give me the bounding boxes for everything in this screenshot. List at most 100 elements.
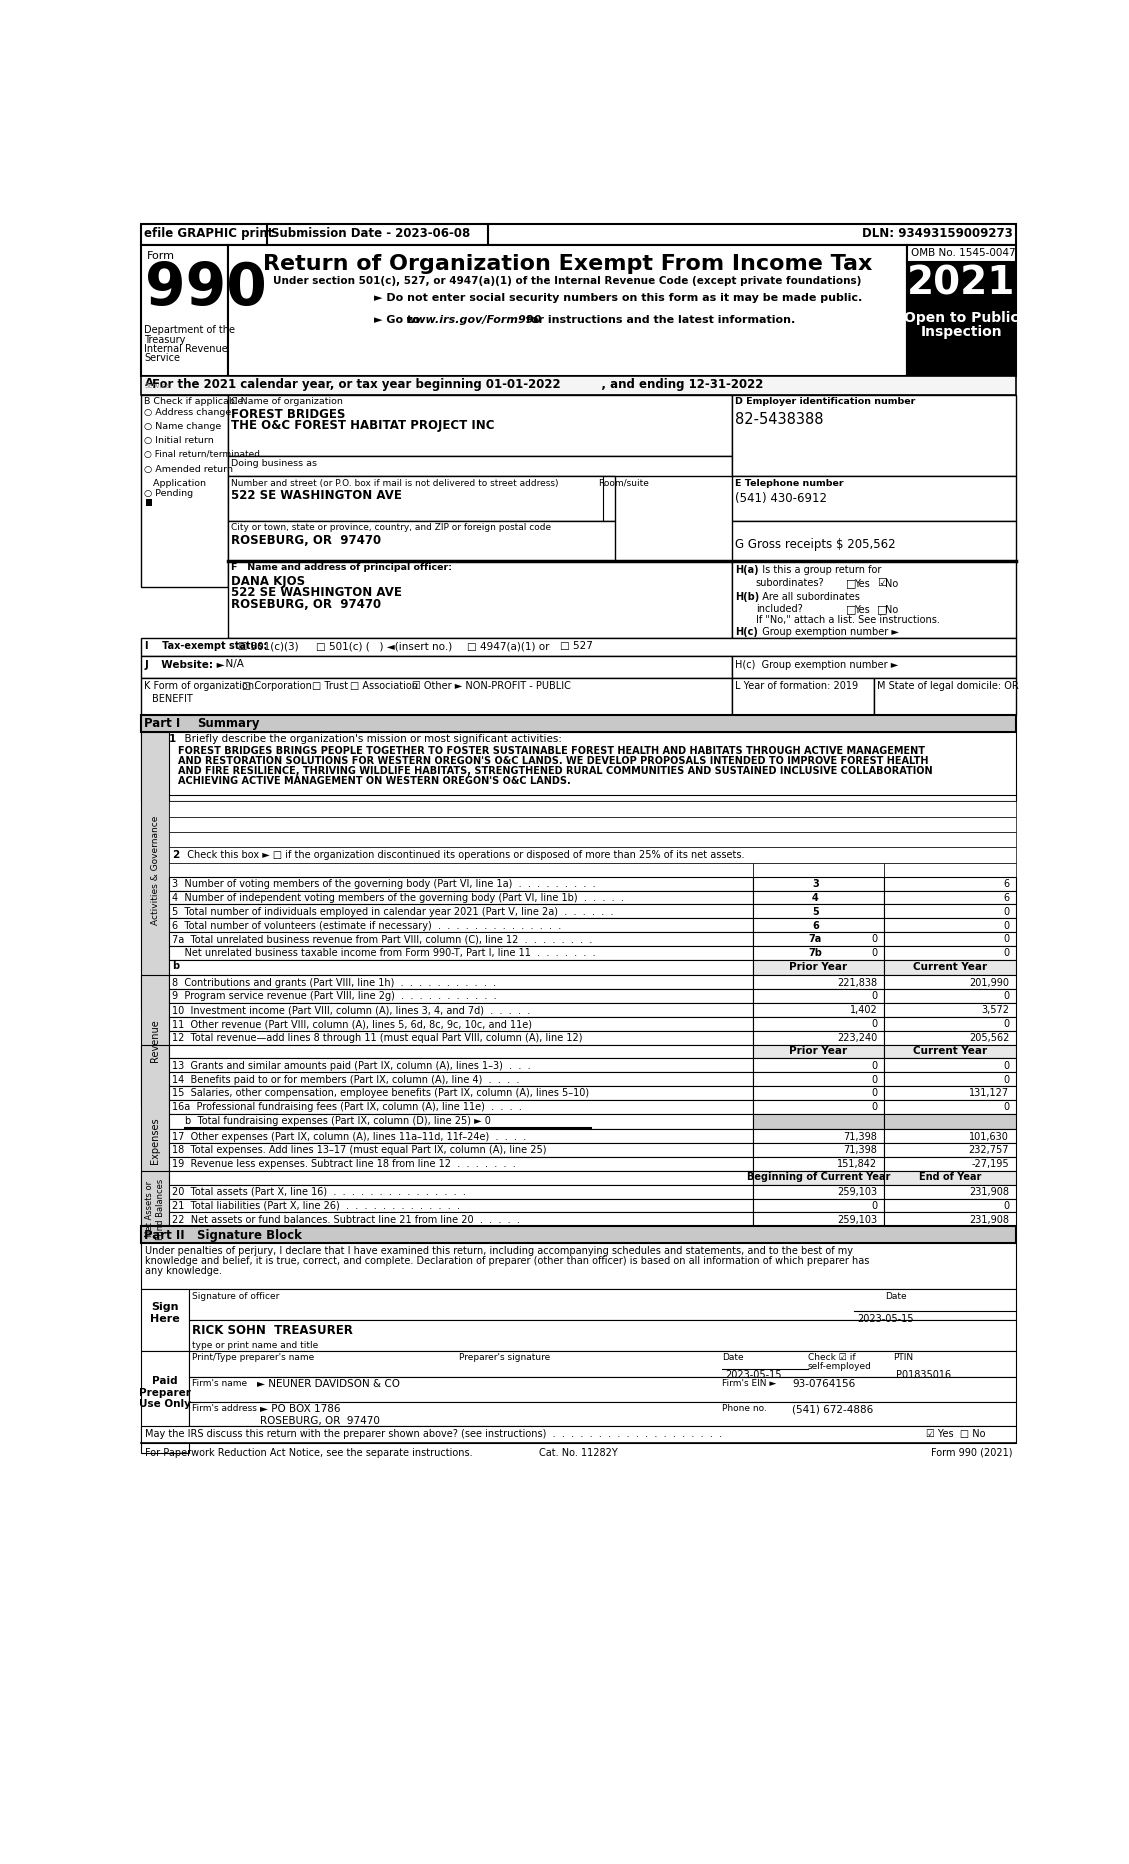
Text: 0: 0 xyxy=(1003,934,1009,945)
Text: AND RESTORATION SOLUTIONS FOR WESTERN OREGON'S O&C LANDS. WE DEVELOP PROPOSALS I: AND RESTORATION SOLUTIONS FOR WESTERN OR… xyxy=(178,755,929,766)
Text: 6: 6 xyxy=(812,921,819,930)
Text: Print/Type preparer's name: Print/Type preparer's name xyxy=(192,1353,315,1363)
Text: ► NEUNER DAVIDSON & CO: ► NEUNER DAVIDSON & CO xyxy=(257,1379,401,1389)
Text: 4  Number of independent voting members of the governing body (Part VI, line 1b): 4 Number of independent voting members o… xyxy=(172,893,624,902)
Text: Service: Service xyxy=(145,352,181,363)
Text: ROSEBURG, OR  97470: ROSEBURG, OR 97470 xyxy=(261,1417,380,1426)
Text: Under section 501(c), 527, or 4947(a)(1) of the Internal Revenue Code (except pr: Under section 501(c), 527, or 4947(a)(1)… xyxy=(273,276,861,285)
Text: 221,838: 221,838 xyxy=(838,977,877,988)
Text: H(a): H(a) xyxy=(735,565,759,574)
Bar xyxy=(753,1016,884,1031)
Bar xyxy=(169,1031,753,1044)
Bar xyxy=(169,1115,753,1130)
Text: 5  Total number of individuals employed in calendar year 2021 (Part V, line 2a) : 5 Total number of individuals employed i… xyxy=(172,906,614,917)
Bar xyxy=(169,1171,753,1186)
Text: City or town, state or province, country, and ZIP or foreign postal code: City or town, state or province, country… xyxy=(231,524,551,533)
Bar xyxy=(884,990,1016,1003)
Text: A: A xyxy=(145,378,154,388)
Text: Check this box ► □ if the organization discontinued its operations or disposed o: Check this box ► □ if the organization d… xyxy=(182,850,745,859)
Text: No: No xyxy=(885,578,899,589)
Text: 231,908: 231,908 xyxy=(969,1187,1009,1197)
Text: knowledge and belief, it is true, correct, and complete. Declaration of preparer: knowledge and belief, it is true, correc… xyxy=(145,1256,869,1266)
Text: □ 527: □ 527 xyxy=(560,641,593,651)
Text: 18  Total expenses. Add lines 13–17 (must equal Part IX, column (A), line 25): 18 Total expenses. Add lines 13–17 (must… xyxy=(172,1144,546,1156)
Text: 259,103: 259,103 xyxy=(838,1187,877,1197)
Bar xyxy=(884,945,1016,960)
Text: Is this a group return for: Is this a group return for xyxy=(755,565,881,574)
Text: Summary: Summary xyxy=(196,718,260,731)
Text: Application: Application xyxy=(145,479,207,488)
Text: AND FIRE RESILIENCE, THRIVING WILDLIFE HABITATS, STRENGTHENED RURAL COMMUNITIES : AND FIRE RESILIENCE, THRIVING WILDLIFE H… xyxy=(178,766,933,775)
Bar xyxy=(141,246,228,377)
Text: J: J xyxy=(145,660,148,669)
Bar xyxy=(141,733,169,1008)
Bar xyxy=(732,520,1016,561)
Text: □: □ xyxy=(877,604,887,613)
Text: 71,398: 71,398 xyxy=(843,1131,877,1141)
Bar xyxy=(228,395,732,457)
Text: , and ending 12-31-2022: , and ending 12-31-2022 xyxy=(589,378,763,391)
Text: ○ Amended return: ○ Amended return xyxy=(145,466,234,475)
Text: Internal Revenue: Internal Revenue xyxy=(145,343,228,354)
Bar xyxy=(753,932,884,945)
Text: Inspection: Inspection xyxy=(920,326,1001,339)
Bar xyxy=(141,1171,169,1247)
Text: 0: 0 xyxy=(872,1102,877,1113)
Text: 9  Program service revenue (Part VIII, line 2g)  .  .  .  .  .  .  .  .  .  .  .: 9 Program service revenue (Part VIII, li… xyxy=(172,992,497,1001)
Text: 259,103: 259,103 xyxy=(838,1215,877,1225)
Text: Department of the: Department of the xyxy=(145,326,235,336)
Text: Room/suite: Room/suite xyxy=(598,479,649,488)
Bar xyxy=(907,263,1016,302)
Bar xyxy=(169,848,1016,863)
Text: Revenue: Revenue xyxy=(150,1020,160,1062)
Bar xyxy=(753,990,884,1003)
Text: FOREST BRIDGES BRINGS PEOPLE TOGETHER TO FOSTER SUSTAINABLE FOREST HEALTH AND HA: FOREST BRIDGES BRINGS PEOPLE TOGETHER TO… xyxy=(178,746,926,755)
Text: 0: 0 xyxy=(1003,906,1009,917)
Bar xyxy=(169,1212,753,1227)
Bar xyxy=(753,1130,884,1143)
Text: 0: 0 xyxy=(872,992,877,1001)
Text: No: No xyxy=(885,604,899,615)
Bar xyxy=(753,1212,884,1227)
Text: 5: 5 xyxy=(812,906,819,917)
Bar xyxy=(884,1087,1016,1100)
Bar xyxy=(753,975,884,990)
Text: Yes: Yes xyxy=(855,578,869,589)
Bar xyxy=(169,975,753,990)
Text: H(b): H(b) xyxy=(735,591,759,602)
Bar xyxy=(884,863,1016,876)
Text: Net unrelated business taxable income from Form 990-T, Part I, line 11  .  .  . : Net unrelated business taxable income fr… xyxy=(172,949,596,958)
Text: OMB No. 1545-0047: OMB No. 1545-0047 xyxy=(911,248,1015,257)
Text: 1: 1 xyxy=(169,734,176,744)
Bar xyxy=(169,863,753,876)
Text: ○ Address change: ○ Address change xyxy=(145,408,231,418)
Text: 10  Investment income (Part VIII, column (A), lines 3, 4, and 7d)  .  .  .  .  .: 10 Investment income (Part VIII, column … xyxy=(172,1005,531,1016)
Text: 20  Total assets (Part X, line 16)  .  .  .  .  .  .  .  .  .  .  .  .  .  .  .: 20 Total assets (Part X, line 16) . . . … xyxy=(172,1187,466,1197)
Text: Signature of officer: Signature of officer xyxy=(192,1292,280,1301)
Text: 0: 0 xyxy=(872,1200,877,1212)
Bar xyxy=(141,1227,1016,1243)
Bar xyxy=(884,1212,1016,1227)
Bar xyxy=(228,475,615,520)
Bar xyxy=(141,637,1016,656)
Text: ROSEBURG, OR  97470: ROSEBURG, OR 97470 xyxy=(231,598,382,611)
Text: 11  Other revenue (Part VIII, column (A), lines 5, 6d, 8c, 9c, 10c, and 11e): 11 Other revenue (Part VIII, column (A),… xyxy=(172,1020,532,1029)
Text: (541) 672-4886: (541) 672-4886 xyxy=(793,1404,874,1415)
Bar xyxy=(169,831,1016,848)
Text: May the IRS discuss this return with the preparer shown above? (see instructions: May the IRS discuss this return with the… xyxy=(145,1428,723,1439)
Text: 990: 990 xyxy=(145,259,266,317)
Text: 3: 3 xyxy=(812,880,819,889)
Text: For the 2021 calendar year, or tax year beginning 01-01-2022: For the 2021 calendar year, or tax year … xyxy=(152,378,561,391)
Text: Number and street (or P.O. box if mail is not delivered to street address): Number and street (or P.O. box if mail i… xyxy=(231,479,559,488)
Text: ☑ 501(c)(3): ☑ 501(c)(3) xyxy=(238,641,299,651)
Text: Firm's address: Firm's address xyxy=(192,1404,257,1413)
Text: efile GRAPHIC print: efile GRAPHIC print xyxy=(145,227,273,240)
Bar xyxy=(169,945,753,960)
Bar xyxy=(884,1199,1016,1212)
Text: Tax-exempt status:: Tax-exempt status: xyxy=(152,641,268,651)
Text: 1,402: 1,402 xyxy=(850,1005,877,1016)
Text: □ 501(c) (   ) ◄(insert no.): □ 501(c) ( ) ◄(insert no.) xyxy=(315,641,452,651)
Bar xyxy=(169,1130,753,1143)
Bar xyxy=(141,395,228,587)
Bar xyxy=(884,1158,1016,1171)
